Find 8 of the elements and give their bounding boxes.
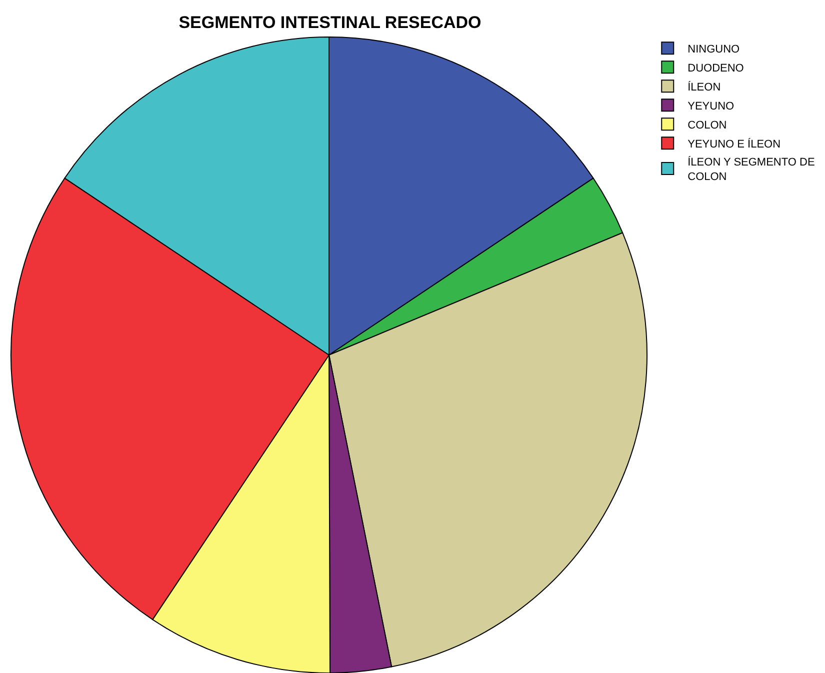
legend-label: NINGUNO bbox=[688, 43, 740, 56]
legend-label: ÍLEON bbox=[688, 80, 721, 94]
legend-label: DUODENO bbox=[688, 62, 744, 74]
chart-title: SEGMENTO INTESTINAL RESECADO bbox=[178, 12, 482, 32]
legend-label: COLON bbox=[688, 119, 727, 132]
legend-label: YEYUNO bbox=[688, 100, 735, 112]
legend-label: YEYUNO E ÍLEON bbox=[688, 137, 781, 150]
legend-label: ÍLEON Y SEGMENTO DE COLON bbox=[688, 156, 815, 183]
